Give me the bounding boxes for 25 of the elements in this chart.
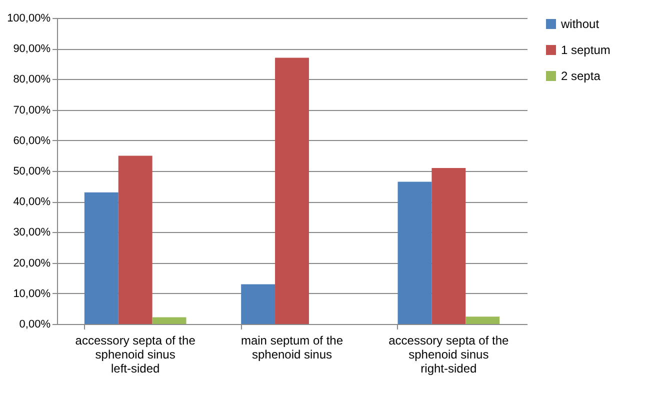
bar	[466, 316, 500, 324]
bar	[241, 284, 276, 324]
y-tick-label: 80,00%	[13, 74, 51, 86]
y-tick-label: 0,00%	[19, 318, 51, 330]
legend-label: without	[560, 17, 600, 31]
y-tick-label: 90,00%	[13, 43, 51, 56]
bar	[398, 182, 432, 324]
x-tick-label: accessory septa of the sphenoid sinus right-sided	[388, 334, 510, 376]
x-tick-label: accessory septa of the sphenoid sinus left-sided	[75, 334, 196, 376]
y-tick-label: 70,00%	[13, 104, 51, 116]
legend-label: 2 septa	[561, 69, 601, 83]
y-tick-label: 10,00%	[13, 288, 51, 300]
y-tick-label: 50,00%	[13, 166, 51, 178]
y-tick-label: 40,00%	[13, 196, 51, 208]
y-tick-label: 60,00%	[13, 134, 51, 147]
bar	[84, 192, 118, 324]
y-tick-label: 30,00%	[13, 226, 51, 239]
bar	[118, 156, 152, 324]
legend-label: 1 septum	[561, 43, 610, 57]
bar	[432, 168, 466, 324]
bar	[275, 58, 309, 324]
bar	[152, 317, 186, 324]
y-tick-label: 20,00%	[13, 257, 51, 270]
x-tick-label: main septum of the sphenoid sinus	[240, 334, 344, 362]
y-tick-label: 100,00%	[7, 12, 51, 24]
